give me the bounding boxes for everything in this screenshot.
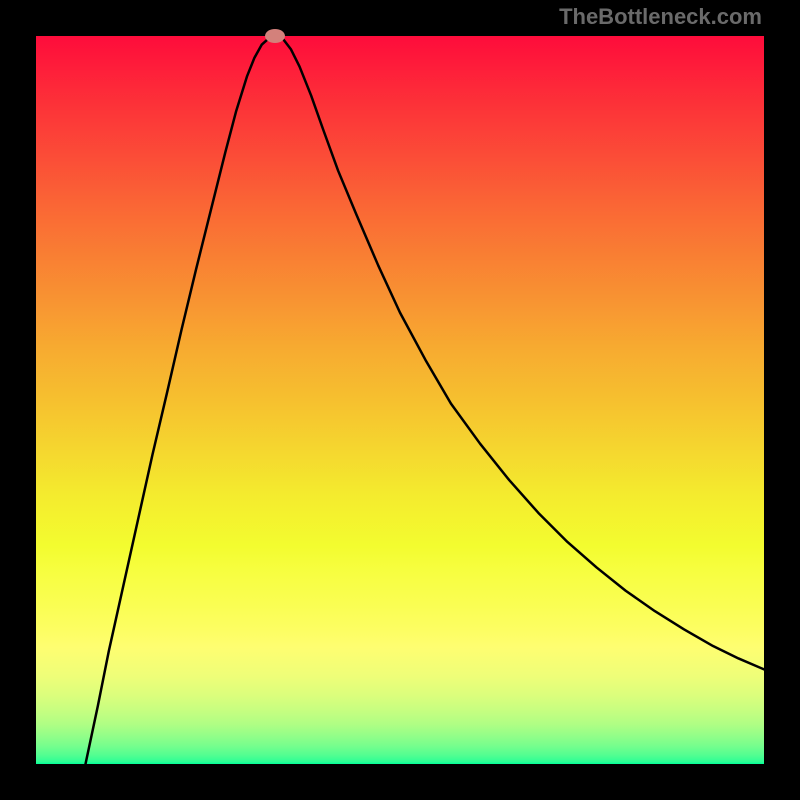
min-marker: [265, 29, 285, 43]
curve-line: [36, 36, 764, 764]
plot-area: [36, 36, 764, 764]
attribution-text: TheBottleneck.com: [559, 4, 762, 30]
chart-container: { "attribution": "TheBottleneck.com", "c…: [0, 0, 800, 800]
